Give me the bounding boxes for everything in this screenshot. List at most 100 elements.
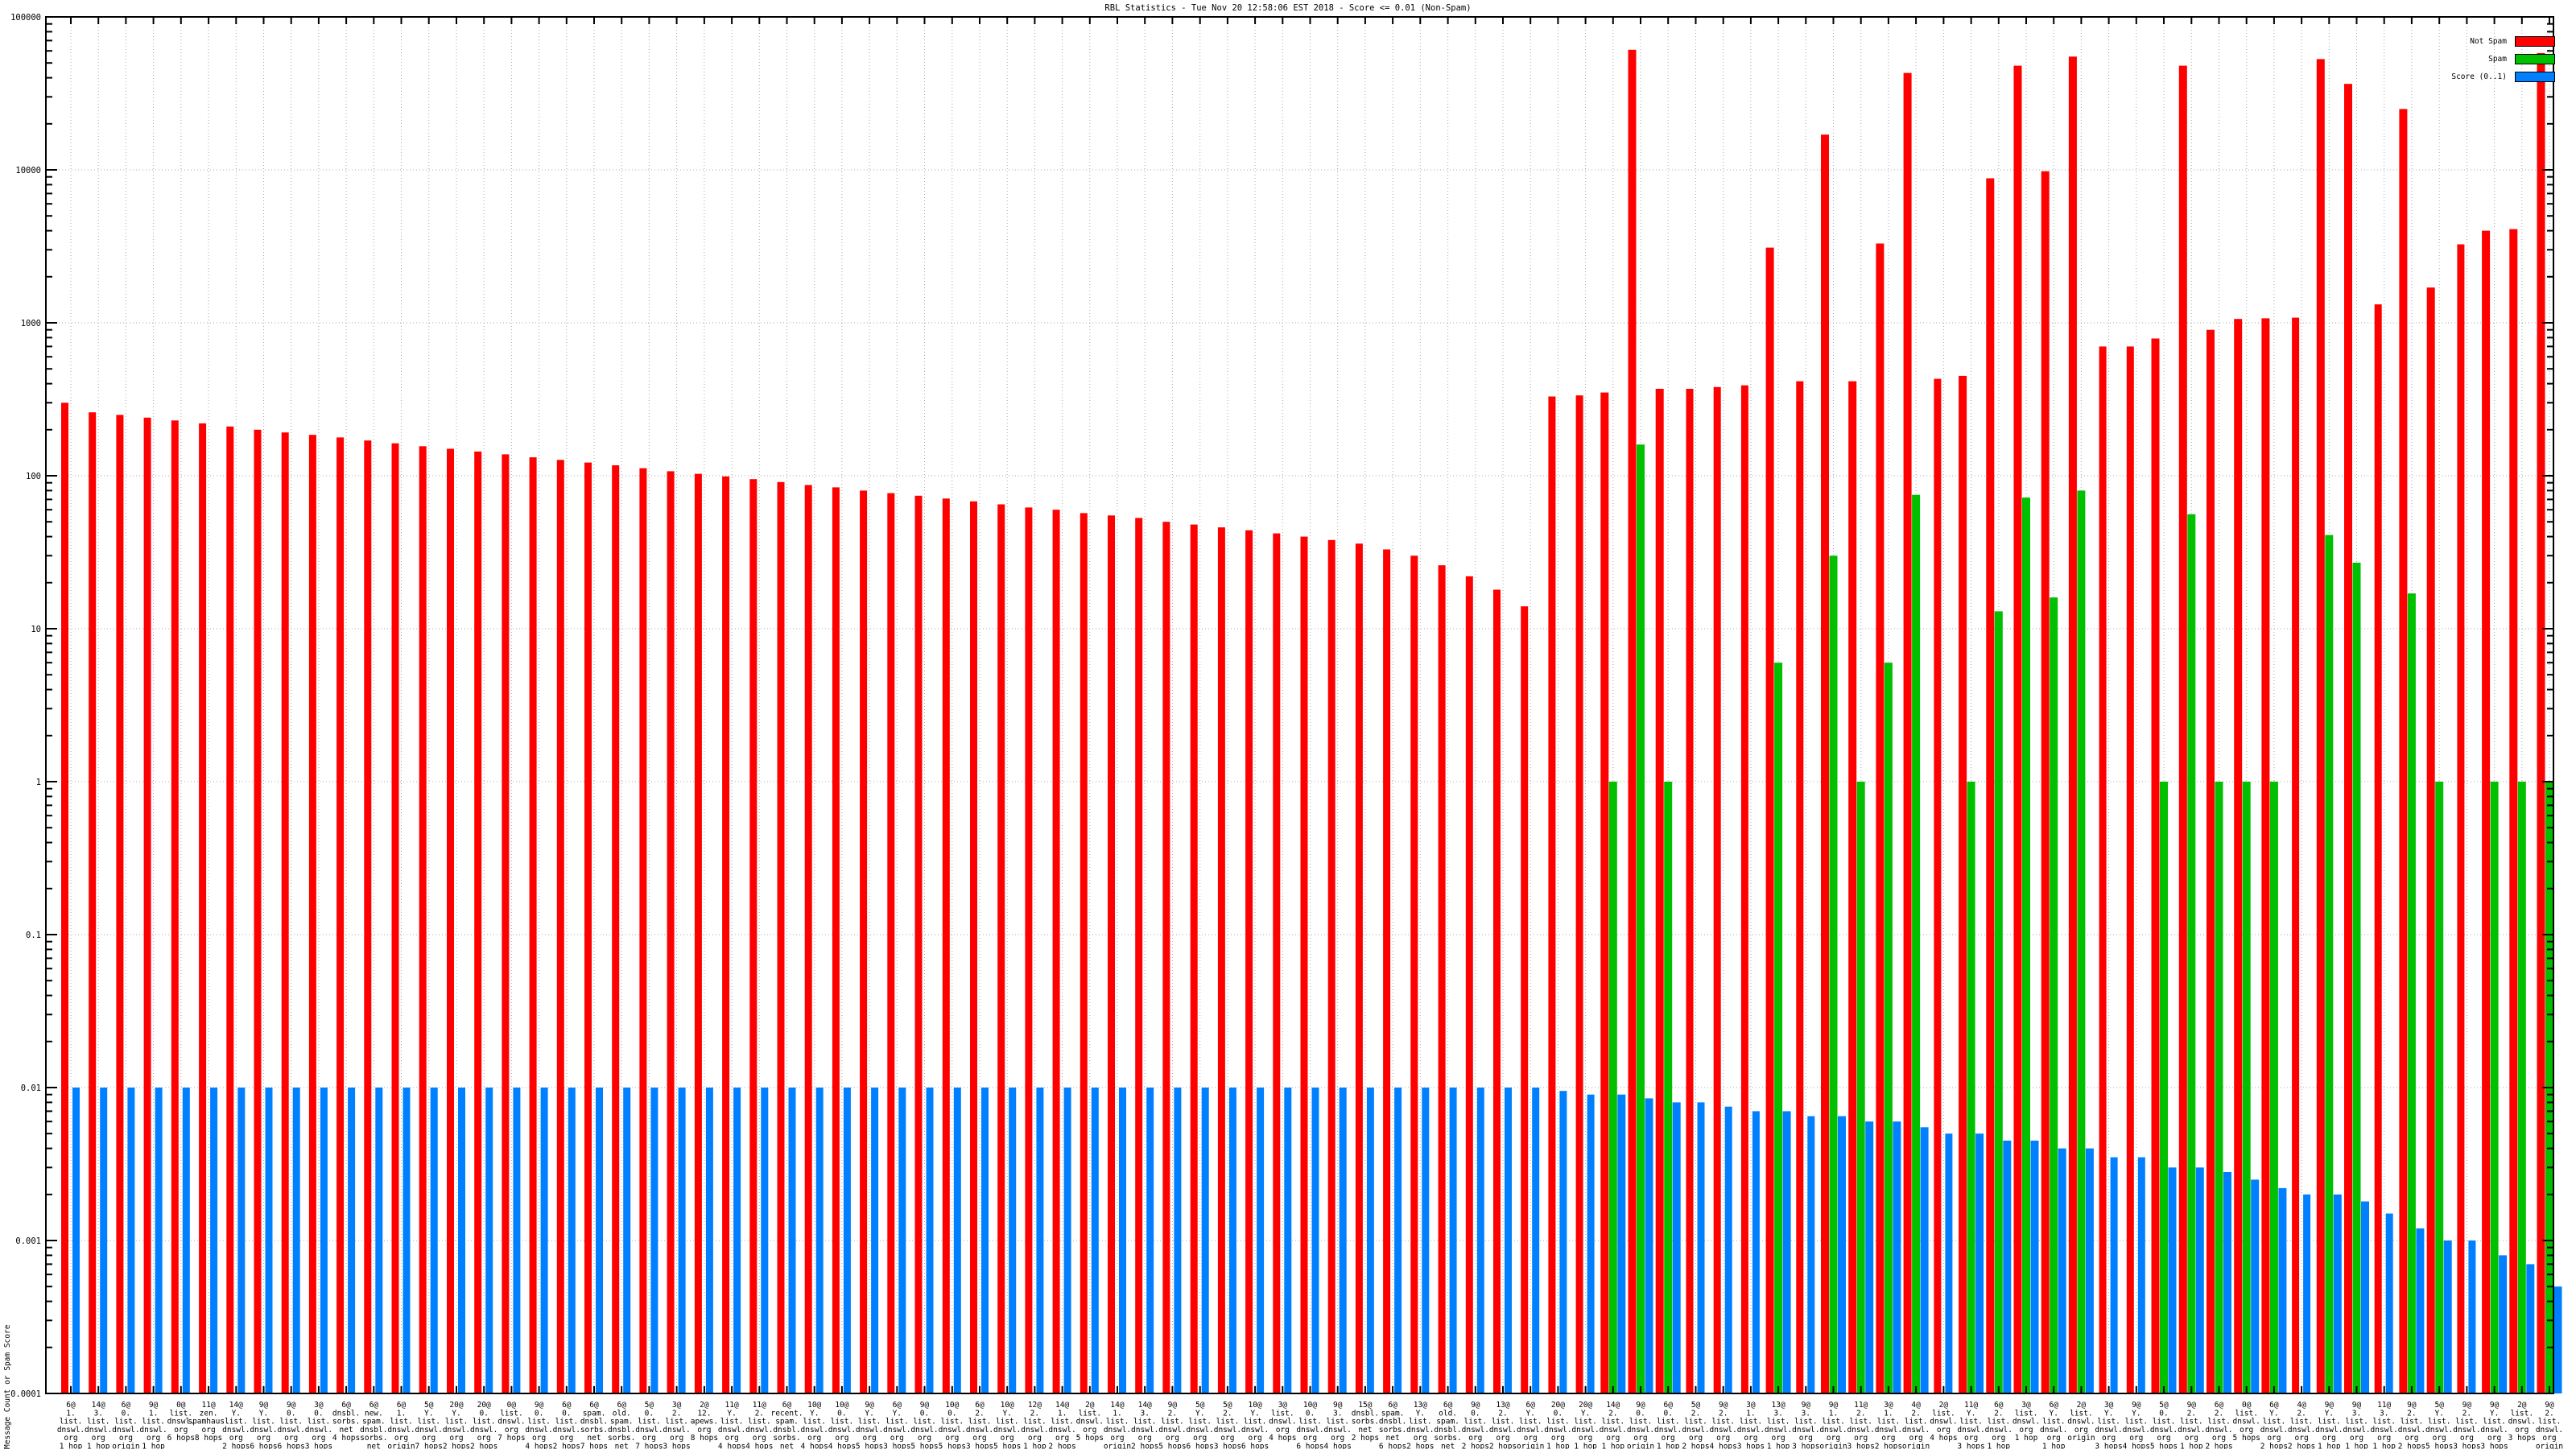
bar-not-spam — [199, 423, 207, 1393]
bar-score — [733, 1088, 741, 1393]
bar-score — [2137, 1157, 2145, 1393]
chart-title: RBL Statistics - Tue Nov 20 12:58:06 EST… — [1104, 3, 1472, 13]
bar-not-spam — [1162, 522, 1170, 1394]
bar-not-spam — [502, 454, 510, 1393]
bar-spam — [1912, 494, 1921, 1394]
bar-score — [2416, 1228, 2425, 1393]
bar-not-spam — [1959, 375, 1967, 1393]
bar-score — [2278, 1187, 2287, 1393]
legend-row-not-spam: Not Spam — [2451, 36, 2555, 47]
bar-score — [1893, 1121, 1901, 1393]
svg-text:0.1: 0.1 — [26, 931, 41, 940]
bar-not-spam — [2399, 109, 2408, 1393]
bar-not-spam — [1934, 378, 1942, 1394]
bar-score — [2443, 1241, 2452, 1393]
bar-spam — [1994, 611, 2003, 1393]
bar-score — [2085, 1148, 2094, 1393]
bar-score — [2303, 1194, 2311, 1393]
bar-not-spam — [1190, 524, 1198, 1393]
y-tick-labels: 100000 10000 1000 100 10 1 0.1 0.01 0.001 0.0001 — [10, 13, 41, 1399]
bar-not-spam — [914, 495, 923, 1393]
bar-score — [72, 1088, 80, 1393]
bar-not-spam — [584, 462, 592, 1393]
bar-score — [1807, 1116, 1815, 1393]
bar-not-spam — [2537, 52, 2545, 1393]
bar-not-spam — [1327, 539, 1335, 1393]
bar-score — [1532, 1088, 1540, 1393]
svg-text:10: 10 — [31, 625, 41, 634]
bar-score — [1422, 1088, 1430, 1393]
bar-score — [513, 1088, 521, 1393]
bar-not-spam — [749, 479, 758, 1394]
bar-score — [100, 1088, 108, 1393]
bar-score — [705, 1088, 713, 1393]
svg-text:100000: 100000 — [10, 13, 41, 23]
bar-not-spam — [722, 476, 730, 1393]
svg-text:1000: 1000 — [21, 319, 41, 328]
bar-score — [2251, 1179, 2260, 1393]
svg-text:0.001: 0.001 — [15, 1236, 41, 1246]
bar-score — [2003, 1140, 2012, 1393]
svg-text:10000: 10000 — [15, 166, 41, 175]
bar-spam — [2517, 782, 2526, 1393]
bar-score — [678, 1088, 686, 1393]
bar-score — [2385, 1213, 2393, 1393]
bar-score — [1228, 1088, 1236, 1393]
bar-not-spam — [804, 485, 812, 1393]
bar-score — [458, 1088, 465, 1393]
bar-score — [265, 1088, 273, 1393]
bar-score — [485, 1088, 493, 1393]
bar-not-spam — [254, 429, 262, 1393]
bar-not-spam — [1686, 389, 1694, 1393]
bar-score — [623, 1088, 631, 1393]
bar-score — [568, 1088, 576, 1393]
y-axis-title: Message Count or Spam Score — [3, 1324, 12, 1449]
bar-not-spam — [1135, 518, 1143, 1393]
bar-not-spam — [2457, 244, 2465, 1393]
bar-score — [320, 1088, 328, 1393]
bar-spam — [2352, 563, 2361, 1393]
bar-score — [898, 1088, 906, 1393]
bar-not-spam — [419, 446, 427, 1393]
bar-score — [2499, 1255, 2508, 1393]
bar-spam — [1608, 782, 1617, 1393]
bar-not-spam — [61, 402, 68, 1393]
bar-score — [2110, 1157, 2118, 1393]
